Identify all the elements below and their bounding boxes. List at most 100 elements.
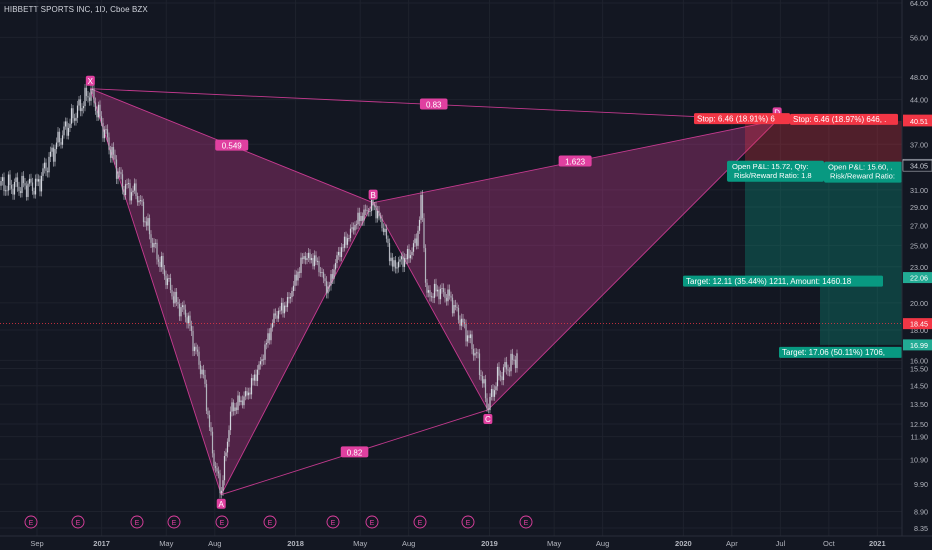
time-tick-label: Aug: [596, 539, 609, 548]
candle-body: [129, 183, 131, 201]
candle-body: [201, 369, 203, 375]
candle-body: [478, 353, 481, 376]
candle-body: [372, 199, 374, 206]
candle-body: [16, 177, 19, 187]
candle-body: [444, 291, 446, 298]
position-2-stop-label: Stop: 6.46 (18.97%) 646, .: [793, 115, 886, 124]
price-tick-label: 11.90: [911, 433, 928, 442]
time-tick-label: Aug: [402, 539, 415, 548]
candle-body: [418, 219, 421, 231]
pattern-ratio-label: 0.83: [426, 101, 442, 110]
candle-body: [345, 236, 347, 245]
candle-body: [376, 210, 379, 219]
candle-body: [313, 255, 316, 267]
candle-body: [169, 278, 172, 290]
candle-body: [421, 194, 424, 219]
candle-body: [63, 126, 65, 136]
time-tick-label: Jul: [776, 539, 786, 548]
candle-body: [121, 174, 124, 190]
candle-body: [379, 216, 382, 219]
candle-body: [363, 209, 365, 221]
candle-body: [249, 392, 251, 395]
candle-body: [315, 255, 317, 262]
candle-body: [99, 104, 101, 117]
candle-body: [255, 374, 257, 381]
candle-body: [160, 256, 163, 268]
gridlines: [0, 0, 902, 536]
candle-body: [261, 359, 263, 362]
position-1-target-label: Target: 12.11 (35.44%) 1211, Amount: 146…: [686, 277, 852, 286]
candle-body: [441, 288, 443, 289]
candle-body: [150, 234, 152, 243]
candle-body: [279, 310, 281, 312]
candle-body: [438, 289, 440, 300]
candle-body: [54, 149, 56, 162]
candle-body: [324, 278, 326, 282]
candle-body: [118, 171, 121, 173]
candle-body: [426, 282, 428, 293]
candle-body: [328, 285, 331, 287]
candle-body: [477, 352, 479, 354]
candle-body: [276, 315, 278, 319]
pattern-ratio-label: 0.549: [222, 142, 243, 151]
candle-body: [142, 201, 145, 223]
candle-body: [64, 121, 67, 127]
candle-body: [18, 186, 20, 192]
time-tick-label: Oct: [823, 539, 836, 548]
candle-body: [484, 379, 487, 399]
earnings-marker-label: E: [220, 520, 225, 527]
candle-body: [174, 291, 176, 304]
harmonic-pattern: [89, 88, 778, 496]
position-2-target-label: Target: 17.06 (50.11%) 1706,: [782, 348, 885, 357]
earnings-marker-label: E: [29, 520, 34, 527]
candle-body: [366, 209, 368, 212]
candle-body: [172, 296, 175, 304]
earnings-marker-label: E: [331, 520, 336, 527]
time-tick-label: 2020: [675, 539, 692, 548]
candle-body: [135, 183, 137, 197]
candle-body: [216, 468, 218, 472]
time-tick-label: 2018: [287, 539, 304, 548]
candle-body: [73, 118, 76, 121]
candle-body: [114, 154, 116, 160]
candle-body: [232, 402, 235, 412]
candle-body: [384, 228, 386, 233]
price-tick-label: 9.90: [914, 480, 928, 489]
candle-body: [211, 431, 214, 454]
candle-body: [357, 212, 359, 225]
candle-body: [90, 89, 92, 101]
candle-body: [510, 353, 512, 372]
candle-body: [75, 117, 77, 121]
position-2-stop-label-bg: [790, 113, 898, 125]
candle-body: [321, 272, 323, 274]
price-tick-label: 8.90: [914, 508, 928, 517]
candle-body: [238, 395, 241, 403]
candle-body: [447, 289, 449, 302]
candle-body: [514, 359, 517, 369]
candle-body: [397, 261, 400, 268]
candle-body: [145, 221, 148, 226]
candle-body: [301, 257, 304, 260]
earnings-marker-label: E: [135, 520, 140, 527]
candle-body: [367, 211, 370, 212]
candle-body: [420, 194, 422, 220]
candle-body: [82, 106, 85, 109]
price-badge-label: 18.45: [910, 320, 928, 329]
candle-body: [180, 307, 182, 317]
candle-body: [274, 313, 277, 316]
candle-body: [294, 274, 296, 286]
candle-body: [466, 335, 469, 342]
price-tick-label: 12.50: [910, 420, 928, 429]
earnings-marker: [167, 515, 181, 529]
candle-body: [381, 218, 383, 229]
candle-body: [69, 123, 71, 128]
earnings-marker: [215, 515, 229, 529]
candle-body: [33, 191, 35, 195]
position-2-risk-zone: [820, 120, 902, 166]
candle-body: [15, 177, 17, 183]
price-tick-label: 16.00: [910, 356, 928, 365]
candle-body: [136, 196, 139, 203]
earnings-marker-label: E: [370, 520, 375, 527]
candle-body: [423, 218, 425, 249]
